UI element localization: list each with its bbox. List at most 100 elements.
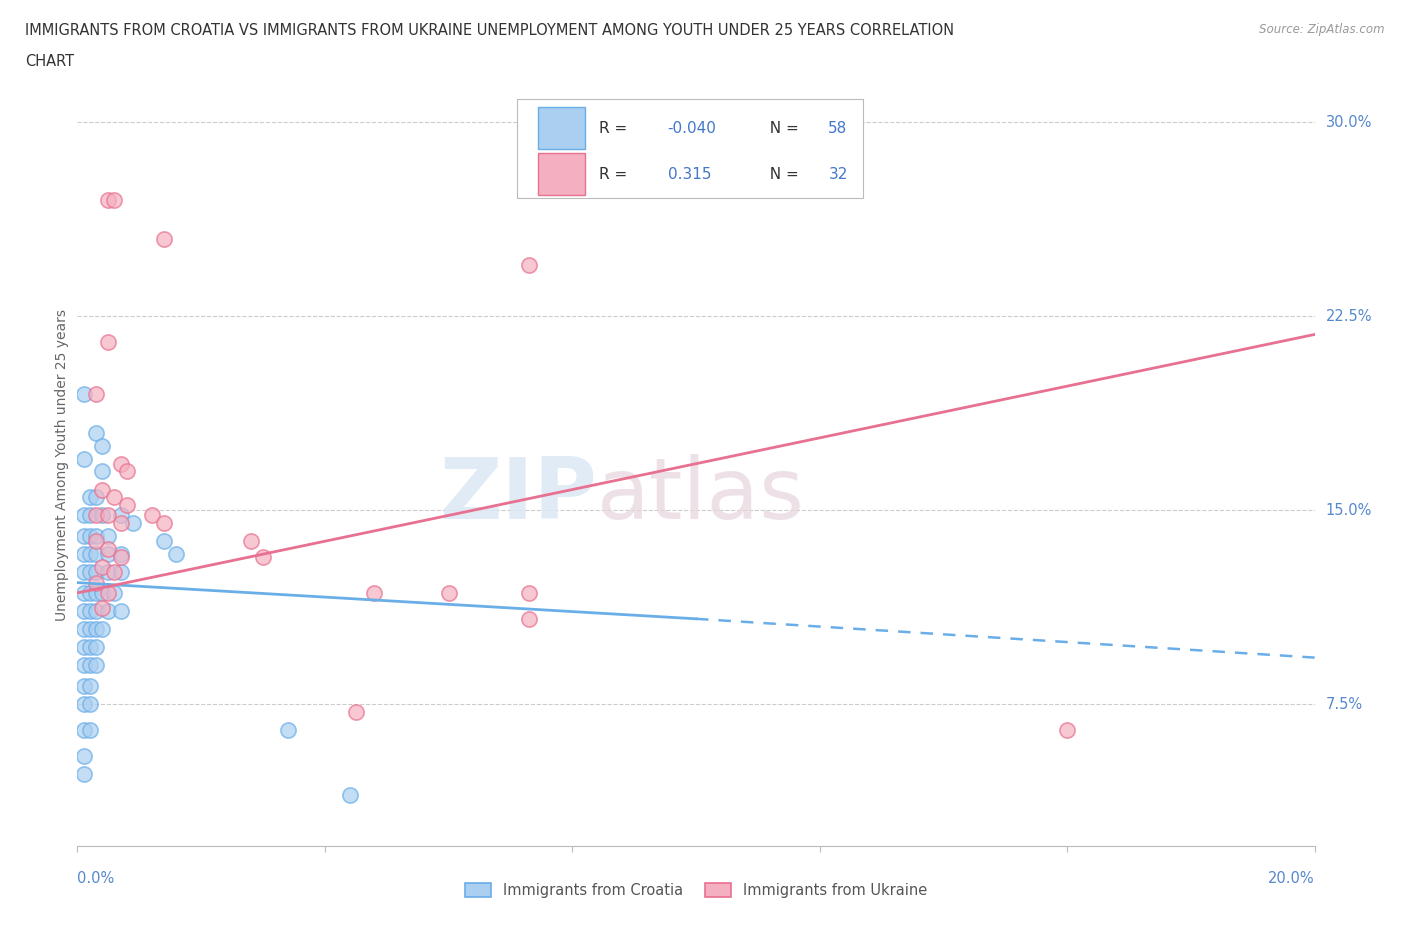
Point bbox=[517, 586, 540, 601]
Point bbox=[91, 508, 114, 523]
Point bbox=[97, 193, 120, 207]
Point bbox=[79, 528, 101, 543]
Point bbox=[72, 528, 94, 543]
Point bbox=[79, 697, 101, 711]
Point bbox=[91, 622, 114, 637]
Point bbox=[153, 534, 176, 549]
Point bbox=[103, 490, 125, 505]
Point bbox=[115, 464, 138, 479]
Text: IMMIGRANTS FROM CROATIA VS IMMIGRANTS FROM UKRAINE UNEMPLOYMENT AMONG YOUTH UNDE: IMMIGRANTS FROM CROATIA VS IMMIGRANTS FR… bbox=[25, 23, 955, 38]
Point bbox=[110, 565, 132, 579]
Point bbox=[1056, 723, 1078, 737]
Point bbox=[97, 508, 120, 523]
Point bbox=[72, 723, 94, 737]
Point bbox=[72, 658, 94, 672]
Point bbox=[84, 425, 107, 440]
Y-axis label: Unemployment Among Youth under 25 years: Unemployment Among Youth under 25 years bbox=[55, 309, 69, 621]
Point bbox=[79, 508, 101, 523]
Text: 0.315: 0.315 bbox=[668, 166, 711, 181]
Point bbox=[84, 547, 107, 562]
Point bbox=[84, 490, 107, 505]
Point bbox=[239, 534, 262, 549]
Point bbox=[84, 586, 107, 601]
Point bbox=[79, 679, 101, 694]
Point bbox=[91, 438, 114, 453]
Point bbox=[72, 749, 94, 764]
Bar bbox=[537, 108, 585, 150]
Point bbox=[252, 550, 274, 565]
Text: CHART: CHART bbox=[25, 54, 75, 69]
Point bbox=[110, 550, 132, 565]
Text: atlas: atlas bbox=[598, 454, 806, 537]
Point bbox=[153, 516, 176, 531]
Point bbox=[97, 541, 120, 556]
Point bbox=[84, 658, 107, 672]
Point bbox=[84, 565, 107, 579]
Point bbox=[91, 560, 114, 575]
Point bbox=[79, 490, 101, 505]
Point bbox=[97, 586, 120, 601]
Point bbox=[97, 528, 120, 543]
Text: Source: ZipAtlas.com: Source: ZipAtlas.com bbox=[1260, 23, 1385, 36]
Legend: Immigrants from Croatia, Immigrants from Ukraine: Immigrants from Croatia, Immigrants from… bbox=[460, 877, 932, 904]
Text: N =: N = bbox=[761, 166, 804, 181]
Point bbox=[91, 601, 114, 616]
Text: 7.5%: 7.5% bbox=[1326, 697, 1362, 711]
Point bbox=[277, 723, 299, 737]
Point bbox=[344, 704, 367, 719]
Text: R =: R = bbox=[599, 121, 633, 136]
Point bbox=[141, 508, 163, 523]
Point bbox=[517, 611, 540, 626]
Point bbox=[79, 586, 101, 601]
Text: 20.0%: 20.0% bbox=[1268, 871, 1315, 886]
Point bbox=[72, 387, 94, 402]
Point bbox=[339, 787, 361, 802]
FancyBboxPatch shape bbox=[516, 99, 863, 198]
Point bbox=[79, 547, 101, 562]
Point bbox=[165, 547, 187, 562]
Text: 32: 32 bbox=[828, 166, 848, 181]
Text: 30.0%: 30.0% bbox=[1326, 115, 1372, 130]
Point bbox=[84, 508, 107, 523]
Text: 22.5%: 22.5% bbox=[1326, 309, 1372, 324]
Point bbox=[72, 679, 94, 694]
Point bbox=[103, 565, 125, 579]
Point bbox=[79, 723, 101, 737]
Point bbox=[97, 335, 120, 350]
Point bbox=[110, 508, 132, 523]
Point bbox=[72, 586, 94, 601]
Point bbox=[79, 658, 101, 672]
Point bbox=[84, 534, 107, 549]
Point bbox=[97, 604, 120, 618]
Point bbox=[72, 622, 94, 637]
Point bbox=[91, 464, 114, 479]
Point bbox=[79, 604, 101, 618]
Point bbox=[110, 547, 132, 562]
Point bbox=[363, 586, 385, 601]
Point bbox=[97, 565, 120, 579]
Point bbox=[115, 498, 138, 512]
Point bbox=[84, 575, 107, 590]
Point bbox=[72, 604, 94, 618]
Point bbox=[84, 387, 107, 402]
Point bbox=[110, 604, 132, 618]
Point bbox=[79, 622, 101, 637]
Point bbox=[72, 697, 94, 711]
Point bbox=[122, 516, 145, 531]
Point bbox=[103, 193, 125, 207]
Text: -0.040: -0.040 bbox=[668, 121, 717, 136]
Text: 15.0%: 15.0% bbox=[1326, 503, 1372, 518]
Point bbox=[79, 640, 101, 655]
Point bbox=[437, 586, 460, 601]
Text: ZIP: ZIP bbox=[439, 454, 598, 537]
Text: R =: R = bbox=[599, 166, 633, 181]
Point bbox=[72, 508, 94, 523]
Point bbox=[110, 516, 132, 531]
Point bbox=[72, 565, 94, 579]
Point bbox=[72, 640, 94, 655]
Point bbox=[517, 258, 540, 272]
Point bbox=[103, 586, 125, 601]
Point bbox=[110, 457, 132, 472]
Point bbox=[72, 451, 94, 466]
Point bbox=[97, 547, 120, 562]
